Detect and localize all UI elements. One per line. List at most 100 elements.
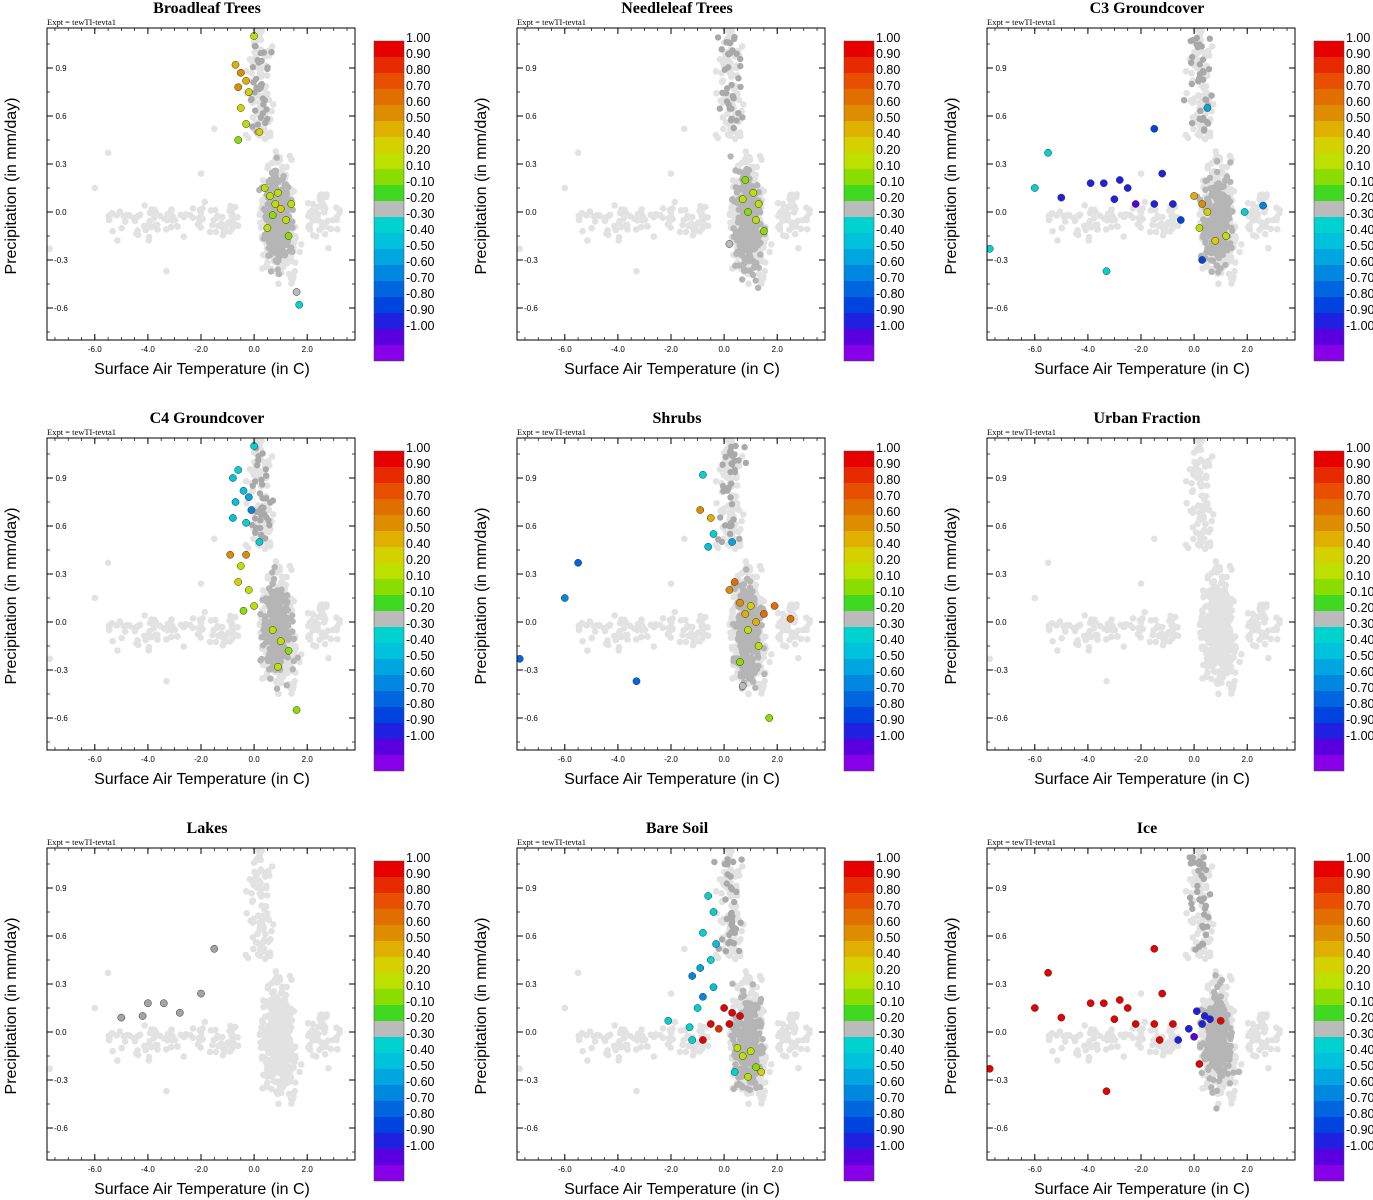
grey-point (259, 95, 267, 102)
background-point (1190, 95, 1197, 103)
x-tick-label: -2.0 (1134, 345, 1148, 354)
colorbar-label: 0.50 (406, 111, 430, 125)
background-point (146, 209, 154, 217)
background-point (699, 215, 706, 223)
background-point (797, 225, 805, 233)
colorbar-label: 1.00 (1346, 31, 1370, 45)
grey-point (284, 592, 291, 599)
colorbar-label: -0.30 (1346, 207, 1373, 221)
background-point (318, 634, 326, 641)
grey-point (281, 632, 288, 639)
colorbar-segment (374, 579, 404, 595)
background-point (768, 241, 775, 248)
colorbar-segment (374, 121, 404, 137)
colorbar-label: -0.40 (1346, 223, 1373, 237)
colorbar-label: -0.90 (1346, 303, 1373, 317)
grey-point (254, 462, 261, 469)
background-point (561, 184, 569, 192)
background-point (804, 226, 811, 233)
grey-point (752, 222, 759, 229)
colorbar-label: 0.80 (1346, 63, 1370, 77)
background-point (793, 193, 800, 201)
grey-point (264, 200, 271, 208)
grey-point (752, 240, 759, 247)
point-layer (47, 438, 343, 714)
background-point (141, 202, 148, 209)
background-point (1236, 248, 1243, 256)
data-point (287, 200, 296, 208)
background-point (212, 638, 220, 646)
background-point (656, 211, 664, 219)
data-point (1158, 169, 1167, 178)
colorbar-label: 0.10 (406, 569, 430, 583)
data-point (987, 244, 994, 253)
background-point (327, 225, 335, 233)
background-point (136, 621, 144, 629)
background-point (1199, 82, 1207, 90)
grey-point (270, 575, 278, 583)
background-point (1189, 114, 1197, 121)
background-point (1061, 218, 1069, 225)
chart-title: C3 Groundcover (1090, 0, 1205, 17)
background-point (266, 129, 274, 136)
grey-point (262, 466, 269, 473)
grey-point (265, 596, 272, 603)
data-point (292, 288, 301, 296)
colorbar-segment (1314, 185, 1344, 201)
colorbar-label: 0.70 (1346, 79, 1370, 93)
data-point (749, 188, 758, 197)
data-point (1190, 192, 1198, 200)
background-point (259, 71, 266, 79)
grey-point (283, 241, 290, 248)
background-point (724, 110, 731, 118)
background-point (334, 636, 341, 643)
data-point (1030, 184, 1039, 192)
data-point (1169, 200, 1177, 208)
background-point (1174, 222, 1182, 230)
colorbar-label: -0.90 (406, 713, 435, 727)
data-point (752, 216, 760, 224)
y-tick-label: -0.6 (54, 714, 68, 723)
background-point (774, 199, 782, 207)
background-point (142, 226, 149, 234)
data-point (255, 538, 264, 546)
grey-point (757, 251, 764, 258)
colorbar-label: 0.80 (406, 63, 430, 77)
background-point (234, 624, 241, 631)
grey-point (1201, 220, 1208, 228)
colorbar-segment (374, 531, 404, 547)
background-point (268, 453, 276, 460)
background-point (1276, 209, 1283, 217)
grey-point (290, 657, 297, 665)
grey-point (267, 268, 275, 275)
grey-point (254, 57, 261, 64)
background-point (268, 159, 276, 167)
background-point (794, 217, 802, 224)
background-point (234, 632, 242, 640)
colorbar-label: 0.80 (876, 63, 900, 77)
grey-point (745, 232, 752, 239)
background-point (1113, 223, 1121, 230)
background-point (329, 626, 337, 634)
background-point (756, 152, 764, 160)
background-point (1146, 228, 1154, 236)
background-point (738, 43, 746, 50)
background-point (146, 217, 153, 225)
background-point (311, 624, 319, 631)
background-point (284, 660, 292, 668)
data-point (1099, 179, 1108, 188)
grey-point (1228, 244, 1235, 251)
grey-point (257, 49, 264, 57)
colorbar-segment (374, 185, 404, 201)
grey-point (1188, 80, 1196, 88)
colorbar-segment (844, 249, 874, 265)
background-point (1218, 163, 1226, 171)
grey-point (1206, 199, 1213, 207)
background-point (209, 221, 216, 229)
grey-point (737, 55, 744, 63)
background-point (257, 469, 264, 477)
expt-label: Expt = tewTI-tevta1 (517, 427, 586, 437)
data-point (1057, 193, 1066, 202)
grey-point (256, 490, 264, 497)
colorbar-label: -0.60 (1346, 255, 1373, 269)
